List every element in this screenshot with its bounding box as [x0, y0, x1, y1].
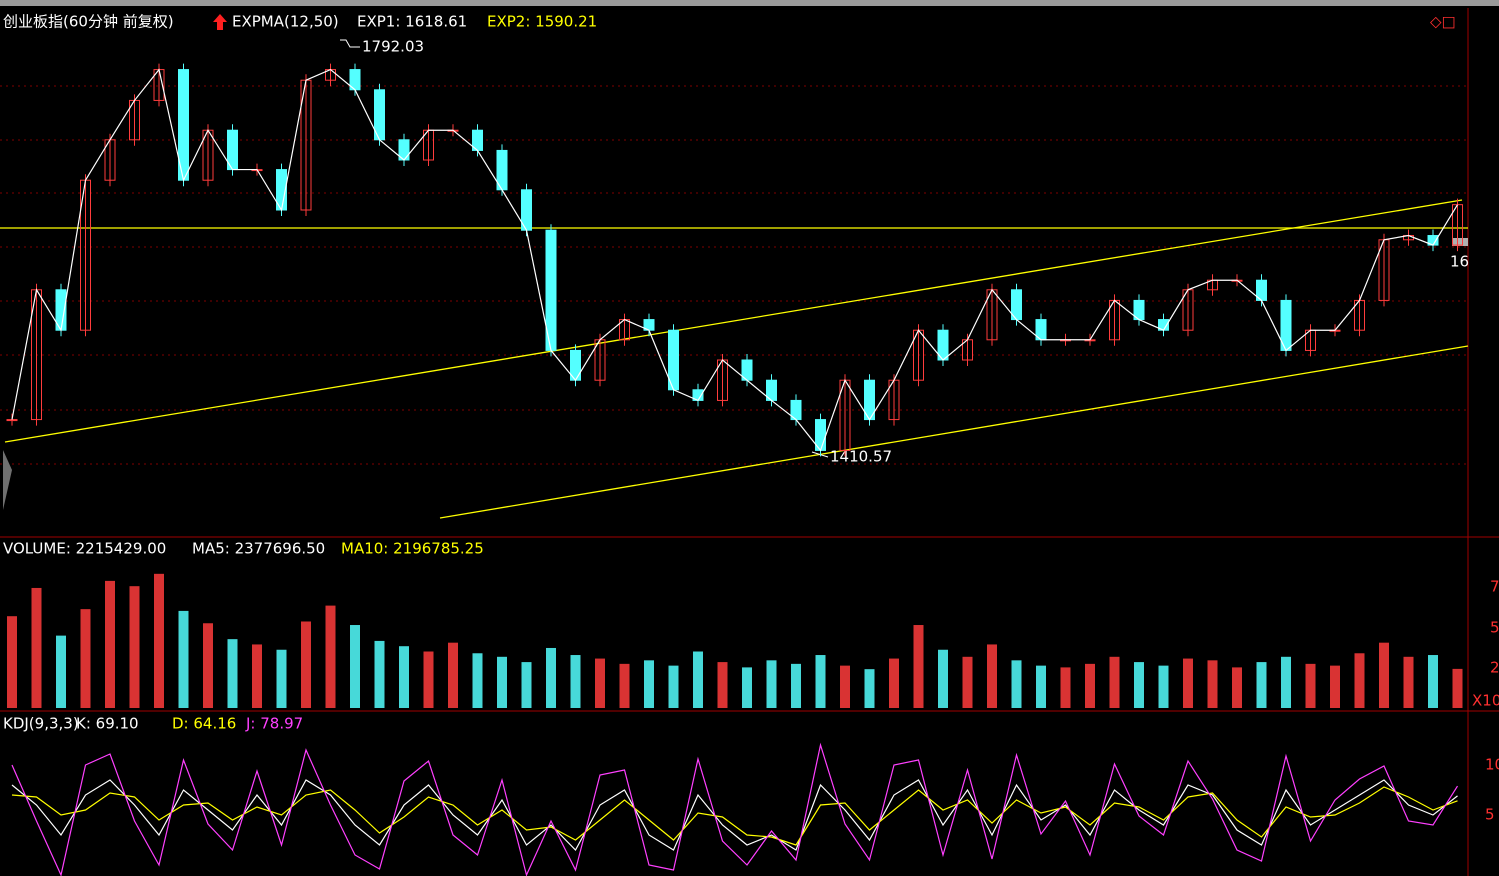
volume-bar — [889, 658, 899, 708]
volume-bar — [938, 649, 948, 708]
volume-bar — [668, 665, 679, 708]
volume-bar — [1452, 668, 1463, 708]
indicator-arrow — [213, 14, 227, 30]
volume-bar — [56, 635, 66, 708]
icon[interactable]: ◇□ — [1430, 13, 1456, 31]
volume-bar — [399, 646, 409, 708]
annotation-leader — [340, 39, 360, 48]
high-annotation: 1792.03 — [362, 38, 424, 56]
volume-bar — [374, 640, 385, 708]
grid — [0, 85, 1468, 465]
volume-axis-label: 7 — [1490, 578, 1499, 596]
volume-bar — [1158, 665, 1169, 708]
volume-bar — [840, 665, 850, 708]
volume-bar — [1281, 656, 1291, 708]
kdj-line — [11, 779, 1458, 851]
volume-bar — [276, 649, 287, 708]
volume-bar — [1207, 660, 1218, 708]
volume-bar — [129, 586, 140, 708]
volume-bar — [1379, 642, 1389, 708]
channel-upper — [4, 199, 1463, 443]
volume-bar — [448, 642, 458, 708]
volume-bar — [644, 660, 654, 708]
price-line — [11, 68, 1459, 452]
volume-bar — [1354, 653, 1365, 708]
volume-bar — [80, 609, 91, 708]
exp1-label: EXP1: 1618.61 — [357, 13, 467, 31]
volume-bar — [1183, 658, 1193, 708]
volume-bar — [227, 639, 238, 708]
candle — [6, 419, 18, 422]
volume-bar — [546, 647, 556, 708]
volume-bar — [742, 667, 752, 708]
kdj-legend: J: 78.97 — [245, 715, 303, 733]
volume-bar — [521, 662, 532, 708]
trend-lines — [0, 199, 1469, 519]
volume-bar — [1403, 656, 1414, 708]
volume-bar — [1330, 665, 1340, 708]
top-bar — [0, 0, 1499, 6]
volume-bar — [203, 623, 213, 708]
kdj-line — [11, 786, 1458, 846]
volume-bar — [105, 580, 115, 708]
volume-bar — [1060, 667, 1071, 708]
volume-title: VOLUME: 2215429.00 — [3, 540, 166, 558]
kdj-legend: K: 69.10 — [76, 715, 139, 733]
volume-bar — [864, 669, 875, 708]
volume-bar — [619, 663, 630, 708]
volume-bar — [1036, 665, 1046, 708]
volume-bar — [570, 655, 581, 708]
channel-lower — [439, 345, 1469, 519]
volume-bar — [962, 656, 973, 708]
volume-bar — [301, 621, 311, 708]
volume-bar — [791, 663, 801, 708]
kdj-axis-label: 10 — [1485, 756, 1499, 774]
volume-bar — [595, 658, 605, 708]
volume-bar — [717, 662, 728, 708]
volume-bar — [766, 660, 777, 708]
ma10-label: MA10: 2196785.25 — [341, 540, 484, 558]
volume-bar — [987, 644, 997, 708]
volume-unit: X10 — [1472, 692, 1499, 710]
volume-bar — [472, 653, 483, 708]
kdj-title: KDJ(9,3,3) — [3, 715, 79, 733]
price-tag-label: 16 — [1450, 253, 1469, 271]
volume-bar — [154, 573, 164, 708]
volume-axis-label: 2 — [1490, 659, 1499, 677]
volume-bar — [693, 651, 703, 708]
volume-bar — [815, 655, 826, 708]
price-tag — [1452, 238, 1468, 246]
volume-bar — [1011, 660, 1022, 708]
volume-bar — [913, 625, 924, 708]
volume-bar — [1134, 662, 1144, 708]
kdj-axis-label: 5 — [1485, 806, 1495, 824]
scroll-handle[interactable] — [3, 450, 12, 510]
volume-bar — [350, 625, 360, 708]
ma5-label: MA5: 2377696.50 — [192, 540, 325, 558]
volume-bar — [497, 656, 507, 708]
exp2-label: EXP2: 1590.21 — [487, 13, 597, 31]
volume-bar — [325, 605, 336, 708]
volume-bar — [1256, 662, 1267, 708]
kdj-legend: D: 64.16 — [172, 715, 236, 733]
volume-bar — [7, 616, 17, 708]
volume-bar — [178, 610, 189, 708]
volume-bar — [1109, 656, 1120, 708]
volume-bar — [423, 651, 434, 708]
volume-bar — [1428, 655, 1438, 708]
symbol-name: 创业板指(60分钟 前复权) — [3, 13, 174, 31]
volume-bar — [1232, 667, 1242, 708]
volume-bar — [1305, 663, 1316, 708]
kdj-line — [11, 742, 1459, 876]
indicator-name: EXPMA(12,50) — [232, 13, 339, 31]
volume-bar — [252, 644, 262, 708]
volume-bar — [31, 587, 42, 708]
low-annotation: 1410.57 — [830, 448, 892, 466]
volume-axis-label: 5 — [1490, 619, 1499, 637]
volume-bar — [1085, 663, 1095, 708]
